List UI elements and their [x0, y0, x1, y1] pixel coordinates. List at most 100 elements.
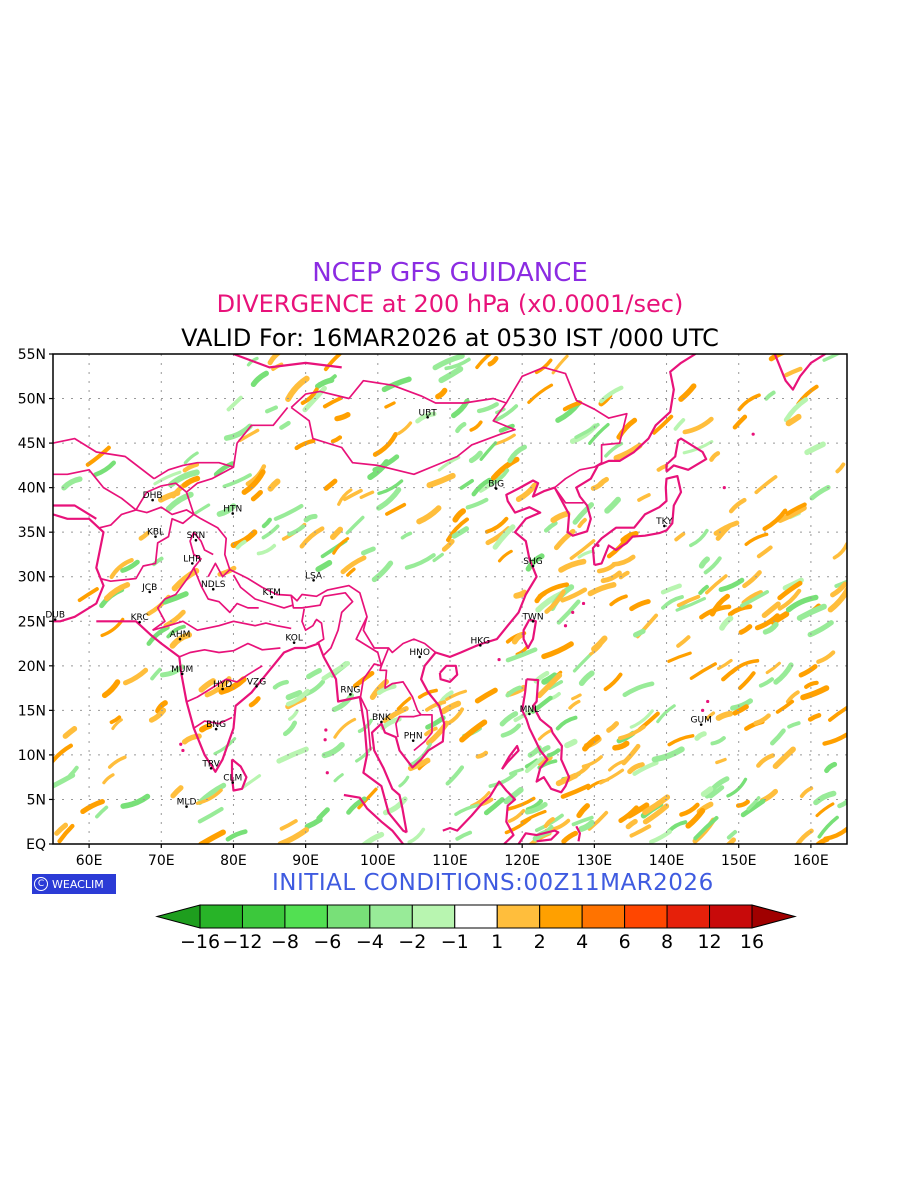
- field-streak: [581, 755, 603, 769]
- field-streak: [489, 468, 510, 486]
- field-streak: [241, 469, 266, 495]
- lat-tick-label: 20N: [18, 659, 46, 675]
- field-streak: [432, 552, 444, 563]
- field-streak: [361, 831, 385, 844]
- field-streak: [333, 773, 344, 783]
- field-streak: [708, 785, 725, 799]
- field-streak: [537, 728, 553, 741]
- country-border: [554, 487, 584, 504]
- city-dot: [231, 512, 235, 515]
- field-streak: [698, 556, 710, 569]
- field-streak: [560, 783, 591, 799]
- city-dot: [138, 620, 141, 624]
- country-border: [290, 595, 325, 609]
- field-streak: [796, 603, 827, 621]
- country-border: [53, 437, 155, 480]
- field-streak: [604, 496, 621, 514]
- field-streak: [483, 797, 505, 816]
- field-streak: [222, 473, 252, 489]
- field-streak: [455, 830, 473, 841]
- country-border: [193, 716, 233, 729]
- field-streak: [468, 450, 483, 464]
- field-streak: [441, 538, 455, 552]
- field-streak: [415, 411, 437, 424]
- lon-tick-label: 80E: [220, 853, 247, 869]
- field-streak: [783, 397, 809, 423]
- lon-tick-label: 140E: [649, 853, 685, 869]
- field-streak: [558, 558, 587, 573]
- field-streak: [267, 478, 281, 492]
- lon-tick-label: 130E: [577, 853, 613, 869]
- field-streak: [642, 794, 671, 816]
- field-streak: [62, 726, 78, 739]
- field-streak: [182, 475, 201, 488]
- field-streak: [693, 815, 719, 841]
- lat-tick-label: 15N: [18, 703, 46, 719]
- field-streak: [807, 620, 834, 638]
- field-streak: [735, 799, 750, 808]
- field-streak: [264, 405, 279, 414]
- field-streak: [303, 513, 318, 523]
- field-streak: [484, 516, 509, 534]
- field-streak: [425, 720, 450, 746]
- field-streak: [323, 354, 342, 372]
- field-streak: [534, 590, 547, 604]
- island: [722, 486, 726, 490]
- field-streak: [277, 827, 310, 844]
- field-streak: [120, 559, 140, 573]
- field-streak: [376, 683, 397, 695]
- field-streak: [459, 719, 488, 743]
- field-streak: [225, 829, 248, 842]
- field-streak: [500, 723, 522, 738]
- field-streak: [148, 707, 167, 723]
- field-streak: [649, 829, 672, 844]
- field-streak: [54, 822, 69, 836]
- coastline: [370, 354, 696, 833]
- field-streak: [587, 582, 617, 597]
- field-streak: [727, 604, 753, 617]
- field-streak: [454, 803, 480, 816]
- field-streak: [508, 767, 524, 776]
- field-streak: [333, 717, 357, 739]
- field-streak: [572, 502, 595, 525]
- lat-tick-label: 50N: [18, 392, 46, 408]
- field-streak: [111, 718, 123, 731]
- country-border: [323, 591, 354, 656]
- field-streak: [685, 808, 706, 829]
- field-streak: [492, 524, 516, 550]
- country-border: [505, 366, 628, 489]
- field-streak: [476, 402, 499, 414]
- field-streak: [737, 671, 756, 691]
- field-streak: [197, 806, 224, 824]
- city-labels: UBT BJG TKY SHG TWN HKG HNO RNG BNK PHN MNL GUM LSA K…: [45, 408, 712, 808]
- city-dot: [191, 562, 194, 565]
- lat-tick-label: 30N: [18, 570, 46, 586]
- country-border: [413, 713, 433, 752]
- field-streak: [606, 721, 620, 733]
- city-label-srn: SRN: [187, 531, 206, 541]
- lon-tick-label: 90E: [292, 853, 319, 869]
- field-streak: [359, 490, 375, 500]
- coastline: [230, 758, 248, 792]
- field-streak: [524, 801, 548, 815]
- field-streak: [582, 734, 601, 752]
- country-border: [207, 562, 231, 578]
- city-label-lhr: LHR: [183, 554, 201, 564]
- field-streak: [95, 805, 109, 819]
- field-streak: [726, 777, 748, 798]
- field-streak: [250, 370, 269, 388]
- field-streak: [53, 772, 76, 789]
- field-streak: [667, 651, 692, 663]
- field-streak: [109, 557, 134, 580]
- field-streak: [611, 554, 636, 567]
- field-streak: [85, 445, 111, 467]
- field-streak: [330, 435, 343, 444]
- field-streak: [817, 815, 839, 839]
- country-border: [232, 574, 293, 609]
- field-streak: [80, 799, 105, 815]
- field-streak: [772, 746, 796, 770]
- field-streak: [813, 790, 837, 806]
- field-streak: [323, 478, 338, 491]
- city-dot: [292, 641, 296, 644]
- field-streak: [588, 422, 610, 445]
